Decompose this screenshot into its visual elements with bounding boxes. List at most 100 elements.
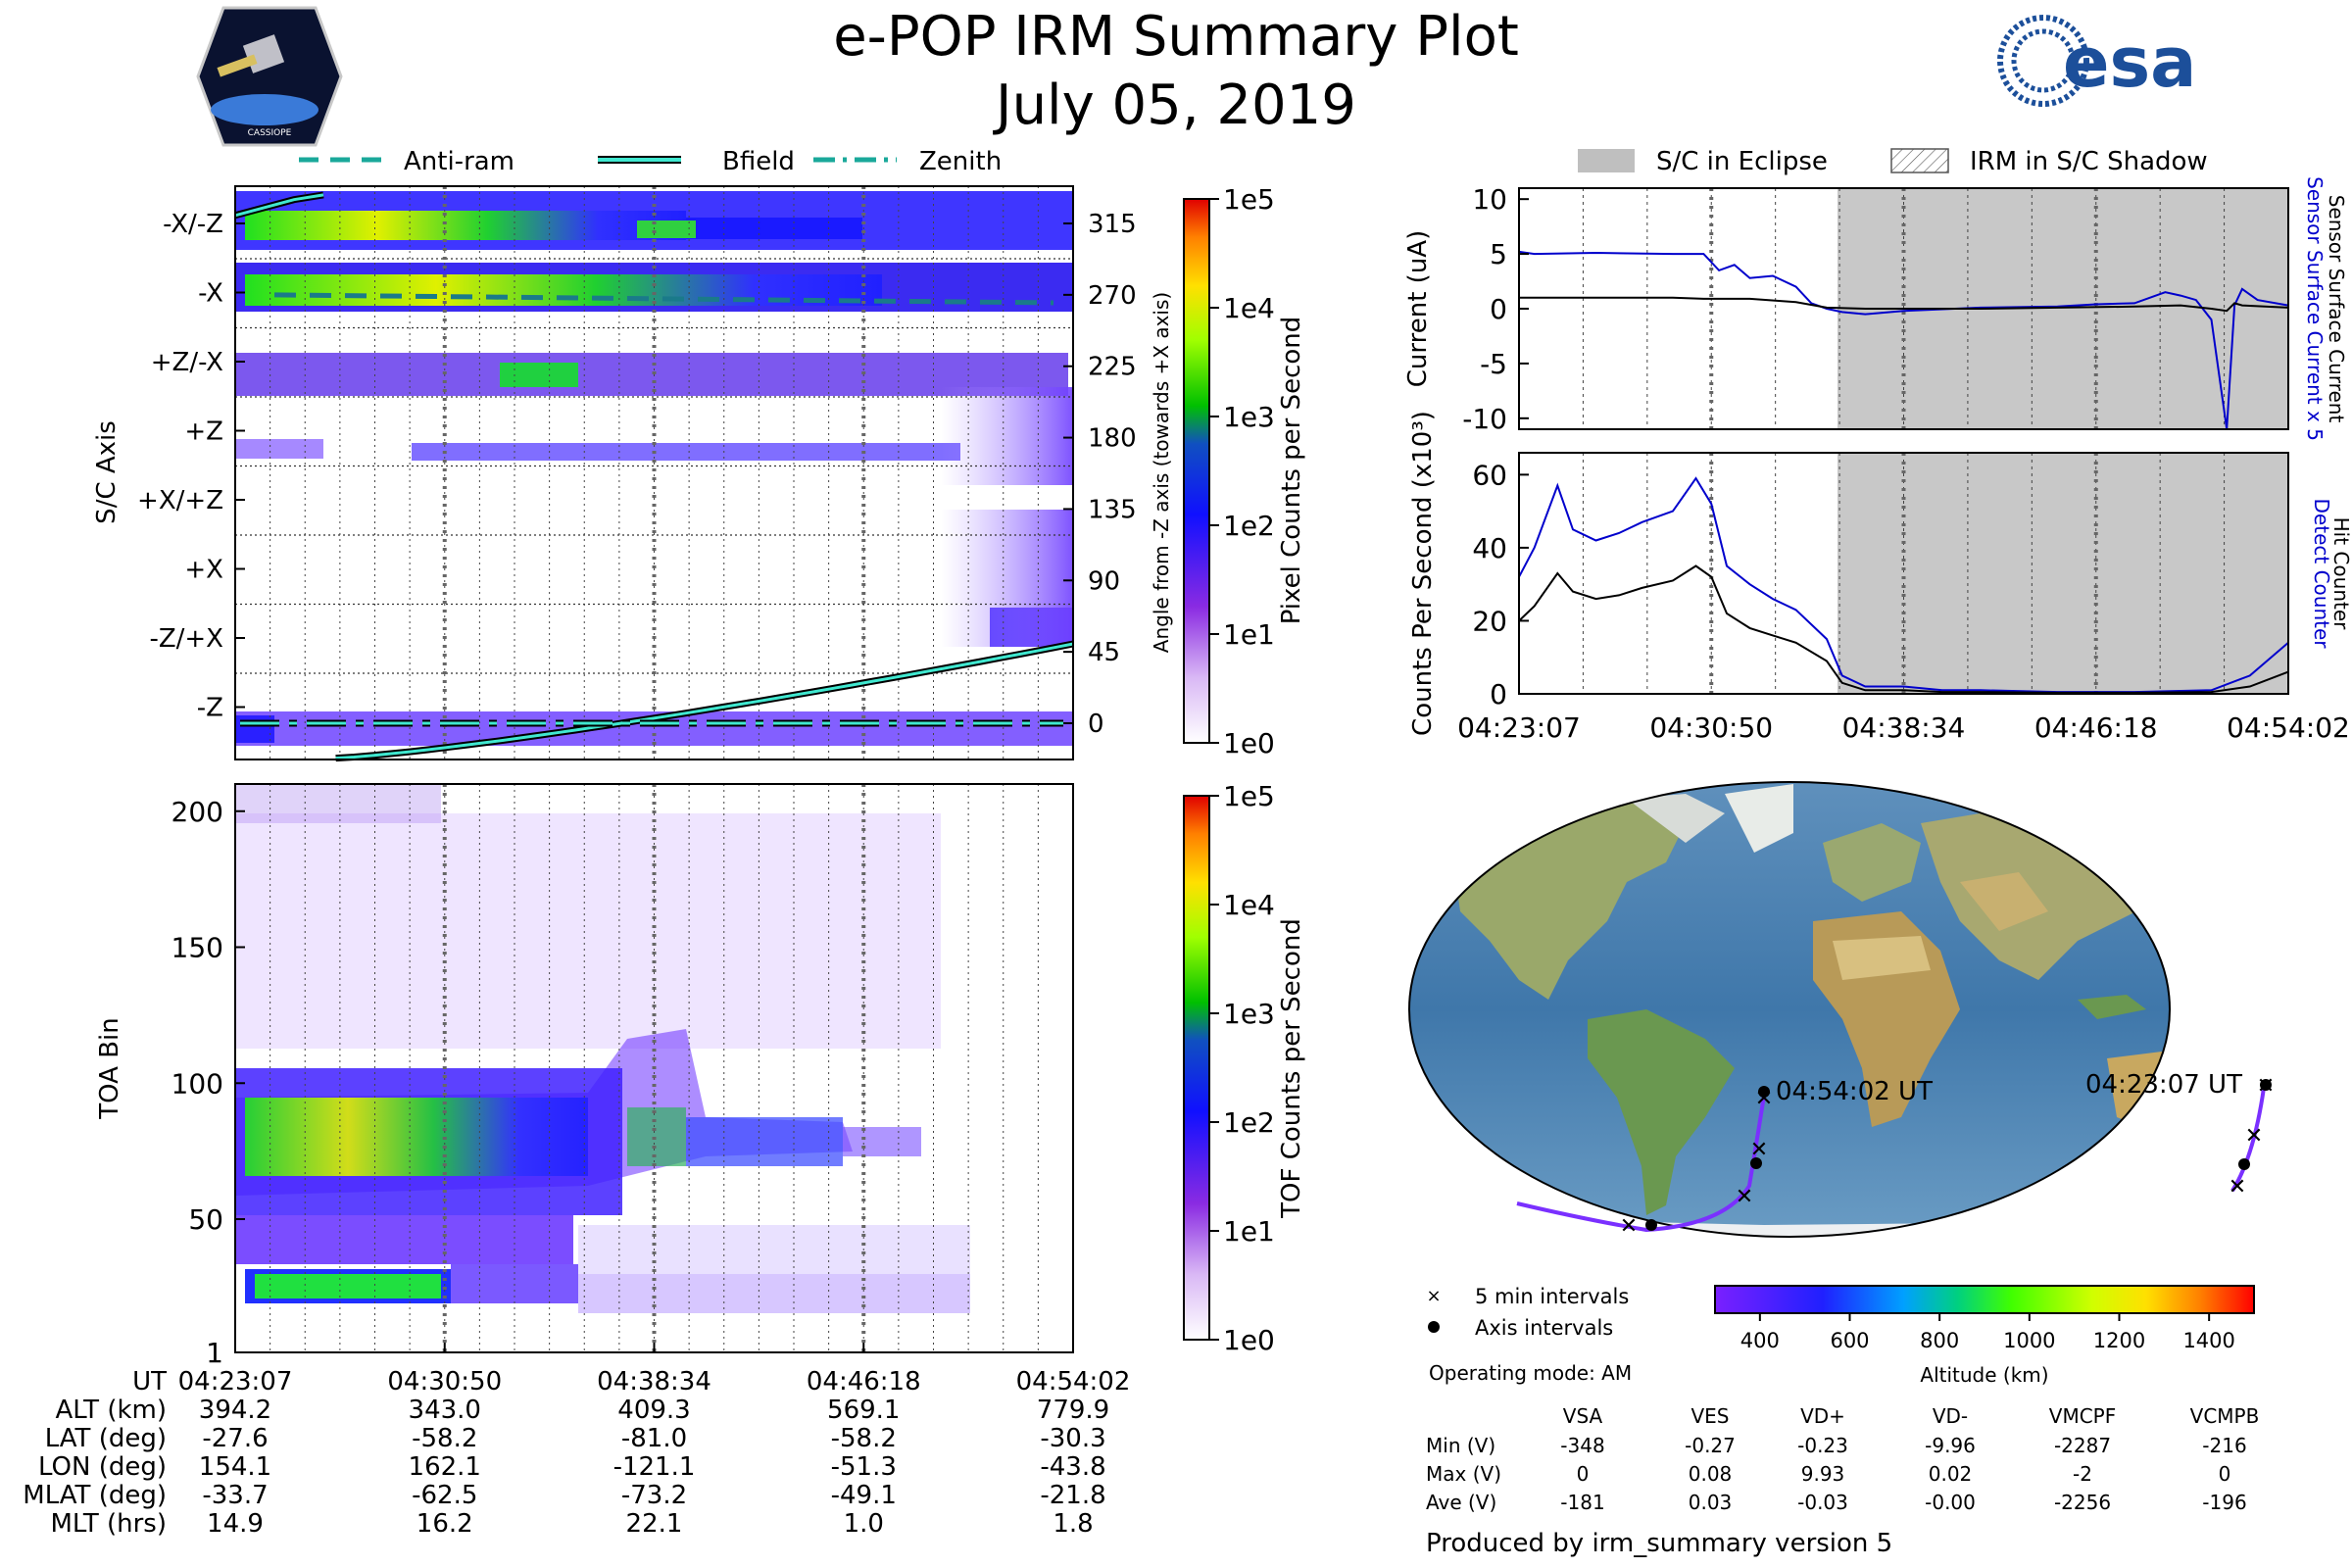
orbit-track-west [1516, 1095, 1766, 1233]
orbit-table-cell: 343.0 [409, 1396, 481, 1425]
orbit-table-cell: 154.1 [199, 1452, 271, 1482]
eclipse-legend: S/C in Eclipse IRM in S/C Shadow [1578, 147, 2208, 176]
axis-interval-marker [1750, 1157, 1762, 1169]
toa-ylabel: TOA Bin [95, 1017, 124, 1119]
orbit-table-cell: 1.0 [844, 1509, 884, 1539]
orbit-table-header: MLT (hrs) [51, 1509, 168, 1539]
altitude-colorbar: 400 600 800 1000 1200 1400 Altitude (km) [1714, 1285, 2255, 1387]
pixel-y-tick-label: +X/+Z [137, 486, 223, 515]
colorbar-tick-label: 1e5 [1223, 780, 1275, 812]
pixel-right-tick-label: 315 [1088, 210, 1137, 239]
five-min-marker: ✕ [2229, 1175, 2246, 1200]
counts-plot: 60 40 20 0 Counts Per Second (x10³) Detect … [1408, 411, 2352, 744]
colorbar-tick-label: 1e0 [1223, 1324, 1275, 1356]
colorbar-tick-label: 1e1 [1223, 1215, 1275, 1248]
toa-x-tick-label: 04:54:02 [1016, 1367, 1131, 1396]
orbit-table-cell: -43.8 [1040, 1452, 1105, 1482]
voltage-cell: -216 [2202, 1434, 2246, 1457]
orbit-table-cell: -62.5 [412, 1481, 477, 1510]
orbit-table-cell: 779.9 [1037, 1396, 1109, 1425]
pixel-colorbar: 1e5 1e4 1e3 1e2 1e1 1e0 Pixel Counts per Seco… [1183, 183, 1306, 760]
pixel-plot-grid [235, 186, 1073, 760]
voltage-cell: -0.23 [1797, 1434, 1848, 1457]
figure-date: July 05, 2019 [993, 74, 1356, 137]
counts-ylabel: Counts Per Second (x10³) [1408, 411, 1438, 736]
pixel-right-tick-label: 0 [1088, 710, 1104, 739]
map-legend: × 5 min intervals Axis intervals Operati… [1426, 1285, 1632, 1385]
voltage-cell: 0 [1577, 1462, 1590, 1486]
axis-legend-label: Axis intervals [1475, 1316, 1613, 1340]
orbit-table-cell: -21.8 [1040, 1481, 1105, 1510]
voltage-row-label: Max (V) [1426, 1462, 1501, 1486]
orbit-table-header: UT [132, 1367, 167, 1396]
voltage-cell: -348 [1560, 1434, 1604, 1457]
current-ylabel: Current (uA) [1403, 230, 1433, 387]
orbit-table-cell: -58.2 [831, 1424, 897, 1453]
altitude-tick-label: 400 [1740, 1329, 1780, 1352]
counts-right-label-blue: Detect Counter [2310, 499, 2333, 650]
axis-legend-marker [1428, 1321, 1440, 1333]
orbit-track-east [2230, 1087, 2266, 1193]
axis-interval-marker [2260, 1079, 2272, 1091]
pixel-ylabel: S/C Axis [92, 420, 122, 524]
pixel-y-tick-labels: -X/-Z -X +Z/-X +Z +X/+Z +X -Z/+X -Z [137, 210, 245, 723]
toa-y-tick-label: 150 [172, 932, 223, 964]
current-x5-series [1518, 250, 2289, 430]
orbit-table-cell: -27.6 [202, 1424, 268, 1453]
colorbar-tick-label: 1e2 [1223, 1106, 1275, 1139]
figure-title: e-POP IRM Summary Plot [833, 5, 1519, 69]
pixel-y-tick-label: -Z/+X [149, 624, 223, 654]
orbit-table-cell: -30.3 [1040, 1424, 1105, 1453]
orbit-table-header: ALT (km) [55, 1396, 167, 1425]
orbit-table-cell: 409.3 [617, 1396, 690, 1425]
colorbar-tick-label: 1e4 [1223, 292, 1275, 324]
pixel-right-tick-label: 45 [1088, 638, 1120, 667]
axis-interval-marker [1758, 1086, 1770, 1098]
current-series [1519, 296, 2289, 313]
voltage-cell: 0.08 [1689, 1462, 1733, 1486]
colorbar-tick-label: 1e5 [1223, 183, 1275, 216]
orbit-table-cell: -81.0 [621, 1424, 687, 1453]
toa-heatmap [235, 784, 970, 1313]
toa-colorbar-label: TOF Counts per Second [1277, 918, 1306, 1219]
voltage-column-header: VSA [1563, 1404, 1603, 1428]
toa-y-tick-label: 1 [206, 1337, 223, 1369]
pixel-right-tick-label: 270 [1088, 281, 1137, 311]
pixel-right-tick-label: 90 [1088, 566, 1120, 596]
pixel-y-tick-label: +Z/-X [151, 348, 223, 377]
orbit-table-cell: -51.3 [831, 1452, 897, 1482]
voltage-column-header: VES [1690, 1404, 1729, 1428]
legend-zenith-label: Zenith [919, 147, 1002, 176]
pixel-axis-plot: -X/-Z -X +Z/-X +Z +X/+Z +X -Z/+X -Z 315 270 225 18… [92, 185, 1173, 762]
antiram-line [273, 292, 1054, 306]
voltage-cell: 9.93 [1801, 1462, 1845, 1486]
cassiope-logo: CASSIOPE [196, 6, 343, 147]
line-plot-y-tick-label: 0 [1490, 293, 1507, 325]
legend-antiram-label: Anti-ram [404, 147, 514, 176]
pixel-y-tick-label: -X [198, 279, 223, 309]
voltage-cell: -181 [1560, 1491, 1604, 1514]
operating-mode: Operating mode: AM [1429, 1361, 1632, 1385]
pixel-right-tick-label: 135 [1088, 495, 1137, 524]
toa-plot-grid [270, 784, 1039, 1352]
toa-y-tick-label: 100 [172, 1067, 223, 1100]
voltage-row-label: Min (V) [1426, 1434, 1495, 1457]
five-min-legend-marker: × [1426, 1286, 1441, 1306]
orbit-table-cell: 16.2 [416, 1509, 473, 1539]
voltage-column-header: VD- [1933, 1404, 1968, 1428]
axis-legend: Anti-ram Bfield Zenith [299, 147, 1002, 176]
colorbar-tick-label: 1e3 [1223, 998, 1275, 1030]
legend-bfield-label: Bfield [722, 147, 795, 176]
voltage-cell: 0 [2219, 1462, 2231, 1486]
counts-eclipse-region [1837, 453, 2288, 694]
cassiope-logo-text: CASSIOPE [248, 128, 292, 138]
current-right-label-black: Sensor Surface Current [2325, 195, 2348, 423]
counts-x-tick-label: 04:38:34 [1842, 711, 1966, 744]
voltage-column-header: VD+ [1800, 1404, 1845, 1428]
current-right-label-blue: Sensor Surface Current x 5 [2303, 176, 2327, 441]
line-plot-y-tick-label: -10 [1462, 403, 1507, 435]
orbit-table-cell: -49.1 [831, 1481, 897, 1510]
five-min-marker: ✕ [1755, 1087, 1773, 1111]
five-min-marker: ✕ [1736, 1185, 1753, 1209]
